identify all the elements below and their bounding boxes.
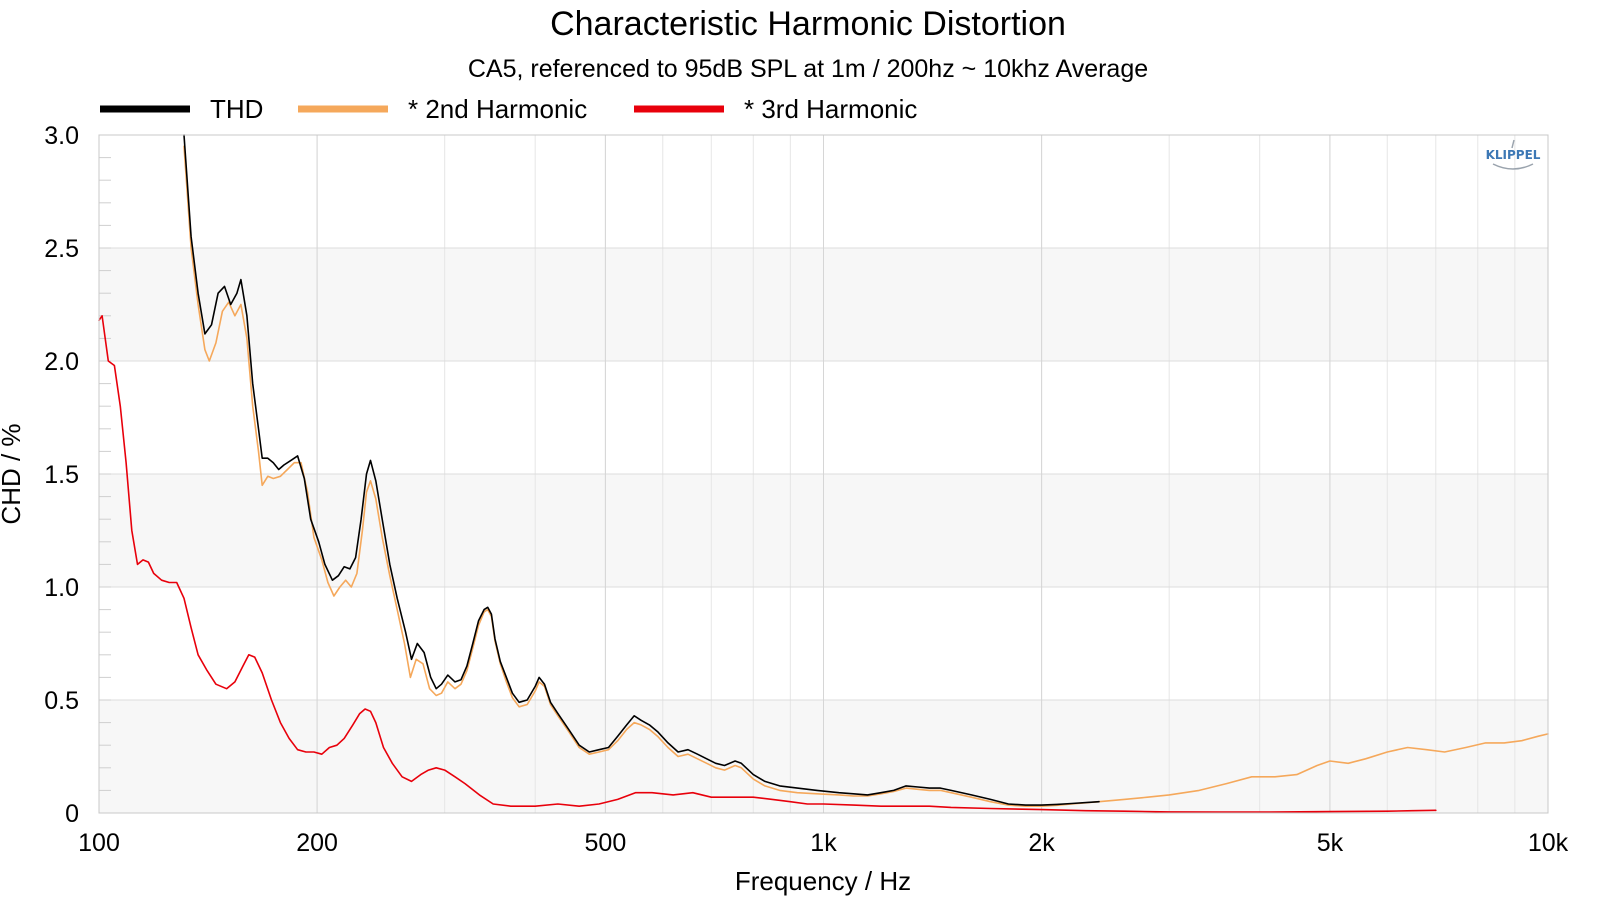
x-axis-tick-labels: 100 200 500 1k 2k 5k 10k bbox=[78, 829, 1569, 857]
x-tick-label: 500 bbox=[585, 829, 627, 857]
x-tick-label: 200 bbox=[296, 829, 338, 857]
series-line-thd bbox=[183, 134, 1100, 806]
series-line-3rd-harmonic bbox=[98, 314, 1437, 813]
y-tick-label: 1.5 bbox=[44, 461, 79, 489]
chart-subtitle: CA5, referenced to 95dB SPL at 1m / 200h… bbox=[468, 55, 1148, 83]
legend-label-thd: THD bbox=[210, 94, 263, 124]
series-layer bbox=[98, 134, 1549, 813]
legend-item-thd: THD bbox=[100, 94, 263, 124]
y-minor-ticks bbox=[99, 157, 111, 791]
plot-frame bbox=[98, 134, 1549, 814]
x-tick-label: 10k bbox=[1528, 829, 1569, 857]
chart-title: Characteristic Harmonic Distortion bbox=[550, 5, 1066, 43]
x-tick-label: 2k bbox=[1028, 829, 1055, 857]
klippel-logo: KLIPPEL bbox=[1486, 139, 1541, 170]
x-tick-label: 5k bbox=[1317, 829, 1344, 857]
klippel-logo-tick bbox=[1511, 139, 1515, 149]
legend-item-2nd-harmonic: * 2nd Harmonic bbox=[298, 94, 587, 124]
y-tick-label: 0.5 bbox=[44, 687, 79, 715]
legend: THD * 2nd Harmonic * 3rd Harmonic bbox=[100, 94, 917, 124]
legend-item-3rd-harmonic: * 3rd Harmonic bbox=[634, 94, 917, 124]
legend-label-3rd-harmonic: * 3rd Harmonic bbox=[744, 94, 917, 124]
y-tick-label: 0 bbox=[65, 800, 79, 828]
x-axis-label: Frequency / Hz bbox=[735, 866, 911, 896]
x-tick-label: 100 bbox=[78, 829, 120, 857]
x-tick-label: 1k bbox=[810, 829, 837, 857]
y-tick-label: 1.0 bbox=[44, 574, 79, 602]
plot-area bbox=[98, 134, 1549, 814]
y-tick-label: 3.0 bbox=[44, 122, 79, 150]
y-tick-label: 2.5 bbox=[44, 235, 79, 263]
legend-label-2nd-harmonic: * 2nd Harmonic bbox=[408, 94, 587, 124]
y-tick-label: 2.0 bbox=[44, 348, 79, 376]
series-line-2nd-harmonic bbox=[183, 145, 1549, 808]
klippel-logo-arc bbox=[1492, 163, 1534, 170]
klippel-logo-text: KLIPPEL bbox=[1486, 148, 1541, 162]
y-axis-tick-labels: 0 0.5 1.0 1.5 2.0 2.5 3.0 bbox=[44, 122, 79, 828]
y-axis-label: CHD / % bbox=[0, 423, 26, 524]
